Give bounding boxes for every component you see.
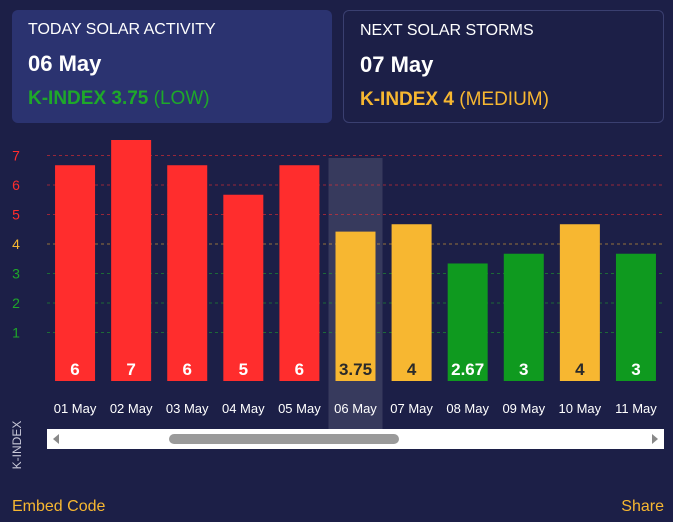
bar [55, 165, 96, 381]
data-label: 4 [407, 360, 417, 379]
x-tick-label: 03 May [166, 401, 209, 416]
embed-code-link[interactable]: Embed Code [12, 498, 106, 515]
bar [335, 231, 376, 381]
data-label: 5 [239, 360, 248, 379]
data-label: 2.67 [451, 360, 484, 379]
next-card-label: NEXT SOLAR STORMS [360, 22, 534, 39]
scroll-left-arrow-icon[interactable] [53, 434, 59, 444]
data-label: 3.75 [339, 360, 372, 379]
x-tick-label: 02 May [110, 401, 153, 416]
data-label: 6 [182, 360, 191, 379]
x-tick-label: 05 May [278, 401, 321, 416]
today-card-label: TODAY SOLAR ACTIVITY [28, 21, 216, 38]
y-axis-label: K-INDEX [10, 421, 24, 470]
data-label: 3 [631, 360, 640, 379]
data-label: 6 [295, 360, 304, 379]
next-k-value: K-INDEX 4 [360, 89, 454, 110]
bar [391, 224, 432, 381]
next-k-index: K-INDEX 4 (MEDIUM) [360, 89, 647, 111]
chart-scrollbar[interactable] [47, 429, 664, 449]
today-date: 06 May [28, 51, 102, 76]
today-k-index: K-INDEX 3.75 (LOW) [28, 88, 316, 110]
bar [615, 253, 656, 381]
bar [223, 194, 264, 381]
x-tick-label: 01 May [54, 401, 97, 416]
x-tick-label: 10 May [559, 401, 602, 416]
share-link[interactable]: Share [621, 498, 664, 515]
next-date: 07 May [360, 52, 434, 77]
today-k-level: (LOW) [153, 88, 210, 109]
bar [559, 224, 600, 381]
x-tick-label: 11 May [615, 401, 657, 416]
y-tick-label: 5 [12, 207, 20, 223]
next-storms-card: NEXT SOLAR STORMS 07 May K-INDEX 4 (MEDI… [343, 10, 664, 123]
y-tick-label: 4 [12, 236, 20, 252]
data-label: 6 [70, 360, 79, 379]
data-label: 3 [519, 360, 528, 379]
y-tick-label: 1 [12, 325, 20, 341]
scroll-right-arrow-icon[interactable] [652, 434, 658, 444]
y-tick-label: 7 [12, 148, 20, 164]
data-label: 7 [126, 360, 135, 379]
y-tick-label: 3 [12, 266, 20, 282]
bar [503, 253, 544, 381]
bar [167, 165, 208, 381]
x-tick-label: 06 May [334, 401, 377, 416]
scroll-thumb[interactable] [169, 434, 399, 444]
x-tick-label: 08 May [446, 401, 489, 416]
y-tick-label: 6 [12, 177, 20, 193]
x-tick-label: 04 May [222, 401, 265, 416]
data-label: 4 [575, 360, 585, 379]
y-tick-label: 2 [12, 295, 20, 311]
x-tick-label: 09 May [502, 401, 545, 416]
today-activity-card: TODAY SOLAR ACTIVITY 06 May K-INDEX 3.75… [12, 10, 332, 123]
today-k-value: K-INDEX 3.75 [28, 88, 149, 109]
bar [447, 263, 488, 381]
x-tick-label: 07 May [390, 401, 433, 416]
bar [111, 135, 152, 381]
next-k-level: (MEDIUM) [459, 89, 549, 110]
bar [279, 165, 320, 381]
